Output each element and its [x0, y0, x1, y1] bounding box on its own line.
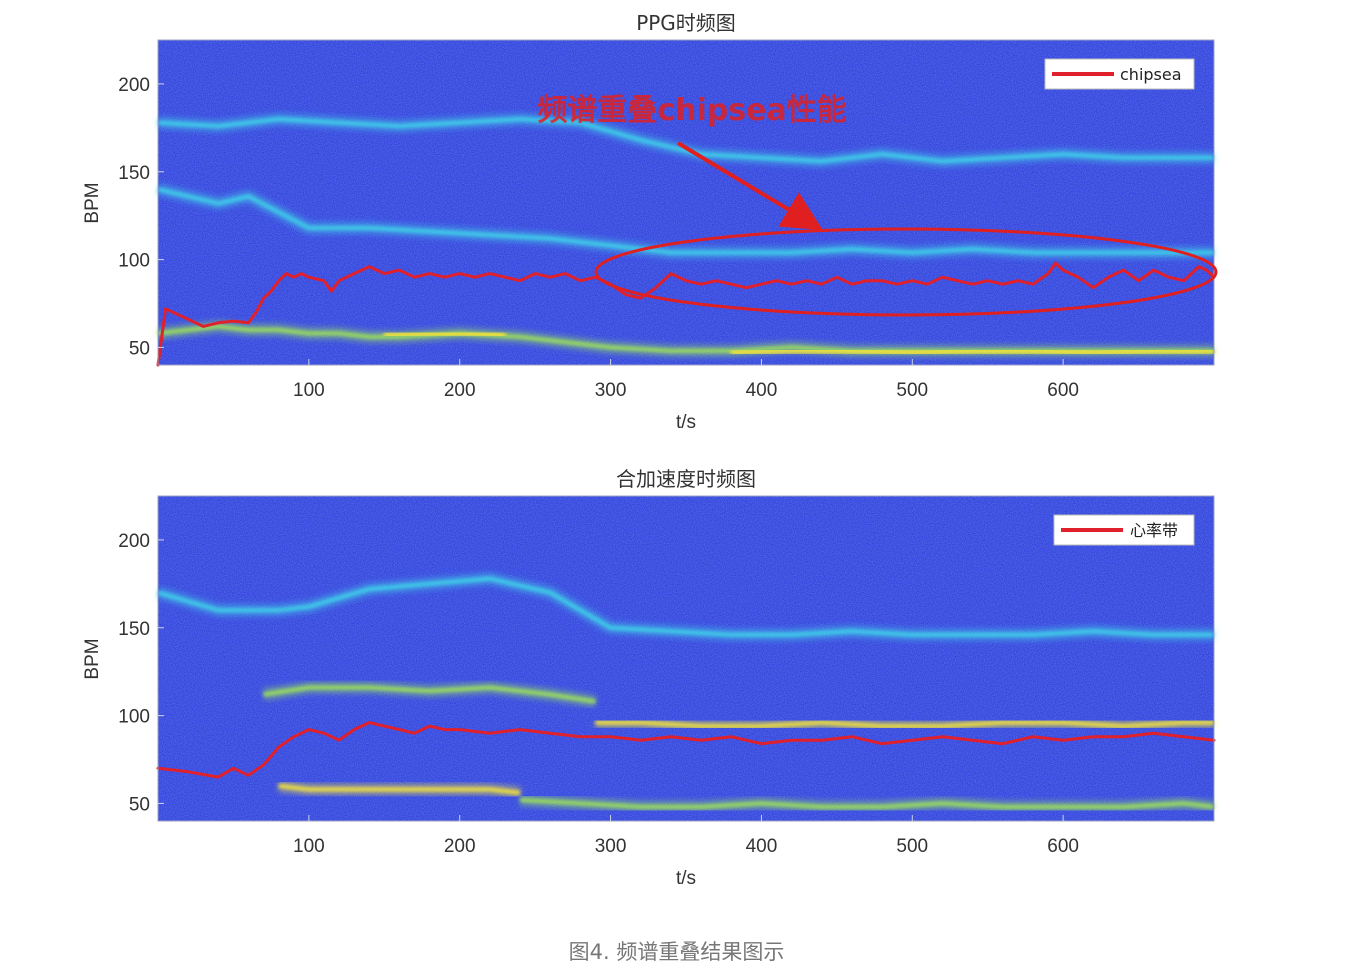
plot-area: [156, 39, 1216, 367]
series-line: [156, 261, 1216, 367]
x-tick-label: 300: [595, 380, 627, 401]
x-tick-label: 100: [293, 836, 325, 857]
legend: 心率带: [1053, 514, 1195, 546]
x-tick-label: 600: [1047, 836, 1079, 857]
heatmap-bands: [156, 572, 1215, 813]
chart-acceleration: 合加速度时频图 100 200 300 400 500 600 50 100 150 200 t…: [82, 467, 1216, 889]
band-yellow: [731, 348, 1214, 355]
legend-entry-label: chipsea: [1120, 65, 1182, 84]
legend: chipsea: [1044, 58, 1195, 90]
annotation: 频谱重叠chipsea性能: [537, 93, 1218, 317]
heatmap-texture: [158, 496, 1214, 821]
x-tick-label: 600: [1047, 380, 1079, 401]
annotation-ellipse: [594, 227, 1218, 317]
y-tick-label: 200: [118, 75, 150, 96]
series-line: [156, 721, 1216, 779]
band-yellow: [595, 720, 1214, 729]
band-cyan: [157, 117, 1214, 164]
plot-frame: [157, 495, 1215, 822]
y-tick-label: 200: [118, 531, 150, 552]
x-tick-label: 200: [444, 380, 476, 401]
x-tick-label: 500: [896, 836, 928, 857]
band-yellow: [384, 331, 506, 338]
x-axis-ticks: 100 200 300 400 500 600: [293, 359, 1079, 401]
chart-title: 合加速度时频图: [616, 467, 756, 491]
band-cyan: [157, 576, 1214, 637]
band-yellow: [278, 783, 521, 795]
y-axis-label: BPM: [82, 638, 103, 679]
x-tick-label: 200: [444, 836, 476, 857]
band-green: [263, 685, 596, 704]
y-tick-label: 100: [118, 251, 150, 272]
x-tick-label: 400: [746, 836, 778, 857]
y-axis-ticks: 50 100 150 200: [118, 75, 164, 359]
y-tick-label: 100: [118, 707, 150, 728]
band-green: [519, 797, 1215, 809]
y-tick-label: 50: [129, 794, 150, 815]
plot-frame: [157, 39, 1215, 366]
plot-area: [156, 495, 1216, 822]
heatmap-bands: [156, 113, 1214, 359]
y-tick-label: 150: [118, 619, 150, 640]
band-cyan: [157, 187, 1214, 255]
y-tick-label: 50: [129, 338, 150, 359]
trace-lines: [156, 261, 1216, 367]
trace-lines: [156, 721, 1216, 779]
chart-title: PPG时频图: [636, 11, 736, 35]
x-axis-ticks: 100 200 300 400 500 600: [293, 815, 1079, 857]
x-tick-label: 100: [293, 380, 325, 401]
x-tick-label: 500: [896, 380, 928, 401]
figure-caption: 图4. 频谱重叠结果图示: [568, 940, 785, 964]
y-tick-label: 150: [118, 163, 150, 184]
y-axis-ticks: 50 100 150 200: [118, 531, 164, 815]
annotation-text: 频谱重叠chipsea性能: [537, 93, 846, 128]
x-tick-label: 400: [746, 380, 778, 401]
x-axis-label: t/s: [676, 868, 696, 889]
y-axis-label: BPM: [82, 182, 103, 223]
chart-ppg: PPG时频图 100 200 300 400 500 600 50 100 150 200 t/…: [82, 11, 1218, 433]
annotation-arrow: [676, 141, 823, 231]
legend-entry-label: 心率带: [1130, 521, 1178, 540]
x-axis-label: t/s: [676, 412, 696, 433]
x-tick-label: 300: [595, 836, 627, 857]
